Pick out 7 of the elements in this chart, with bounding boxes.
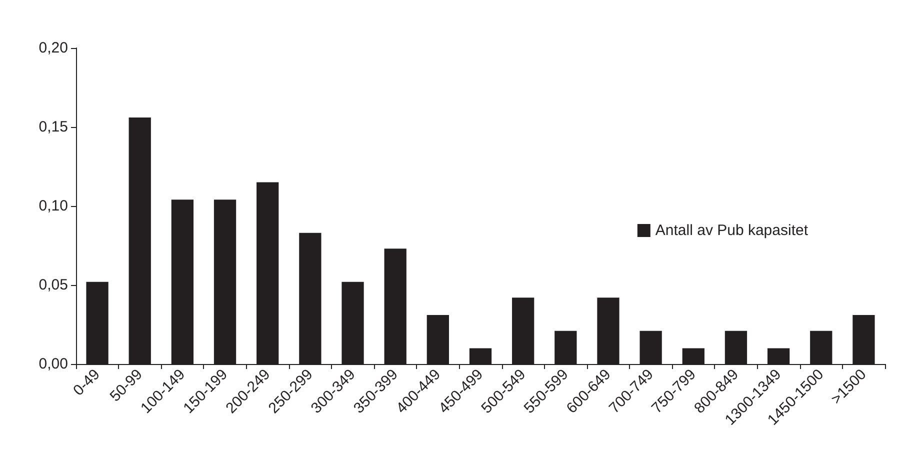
y-tick-label: 0,20 — [38, 40, 68, 56]
y-tick-label: 0,10 — [38, 198, 68, 214]
x-tick-label: 0-49 — [70, 366, 104, 400]
y-tick-label: 0,15 — [38, 118, 68, 136]
y-tick-label: 0,00 — [38, 356, 68, 372]
y-tick-label: 0,05 — [38, 276, 68, 294]
legend-label: Antall av Pub kapasitet — [655, 222, 809, 239]
